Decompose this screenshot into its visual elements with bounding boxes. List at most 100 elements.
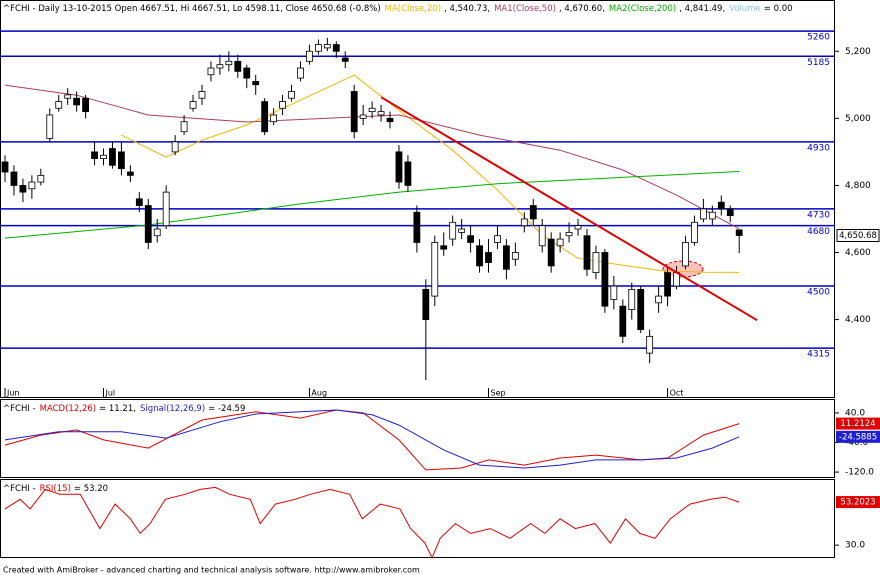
candle-body	[135, 198, 143, 206]
panel-title: ^FCHI - Daily 13-10-2015 Open 4667.51, H…	[3, 4, 793, 14]
candle-body	[100, 154, 107, 159]
legend-name: RSI(15)	[40, 484, 71, 494]
candle-body	[413, 211, 421, 243]
legend-name: MA(Close,20)	[385, 4, 441, 14]
candle-body	[10, 171, 18, 186]
candle-body	[520, 218, 528, 227]
candle-body	[699, 208, 707, 220]
candle-body	[207, 67, 215, 76]
level-label: 4500	[807, 288, 830, 298]
candle-body	[306, 50, 313, 62]
level-label: 5185	[807, 58, 830, 68]
legend-value: = 0.00	[764, 4, 793, 14]
candle-body	[708, 211, 716, 220]
candle-body	[225, 60, 233, 66]
legend-value: , 4,841.49,	[679, 4, 725, 14]
candle-body	[288, 91, 295, 99]
candle-body	[314, 44, 322, 52]
series-line	[121, 74, 740, 273]
candle-body	[82, 97, 89, 113]
candle-body	[592, 252, 600, 274]
y-tick-label: 4,800	[845, 181, 871, 191]
candle-body	[323, 44, 331, 49]
candle-body	[637, 288, 645, 331]
candle-body	[368, 107, 376, 113]
candle-body	[395, 151, 403, 183]
candle-body	[350, 91, 358, 133]
candle-body	[46, 114, 54, 139]
candle-body	[467, 235, 474, 243]
candle-body	[162, 191, 170, 227]
value-badge-label: 53.2023	[840, 498, 875, 508]
legend-name: Volume	[729, 4, 761, 14]
legend-value: , 4,540.73,	[444, 4, 490, 14]
candle-body	[243, 67, 251, 79]
candle-body	[198, 91, 206, 99]
legend-name: MACD(12,26)	[40, 404, 96, 414]
legend-name: Signal(12,26,9)	[140, 404, 205, 414]
title-text: ^FCHI -	[3, 484, 36, 494]
candle-body	[404, 161, 412, 186]
candle-body	[529, 205, 537, 220]
y-tick-label: 30.0	[845, 541, 865, 551]
candle-body	[503, 245, 510, 270]
candle-body	[619, 305, 627, 337]
candle-body	[556, 238, 564, 247]
level-label: 5260	[807, 33, 830, 43]
candle-body	[144, 205, 152, 243]
candle-body	[726, 208, 734, 217]
series-line	[4, 409, 740, 471]
value-badge-label: -24.5885	[839, 432, 877, 442]
trend-line	[380, 96, 758, 322]
candle-body	[109, 148, 116, 166]
candle-body	[64, 94, 72, 99]
candle-body	[422, 288, 430, 320]
panel-title: ^FCHI - MACD(12,26) = 11.21, Signal(12,26,9…	[3, 404, 245, 414]
last-price-box	[836, 228, 880, 242]
level-label: 4680	[807, 227, 830, 237]
candle-body	[476, 245, 483, 267]
y-tick-label: 4,600	[845, 248, 871, 258]
x-tick-label: Oct	[670, 389, 684, 398]
x-tick-label: Jul	[105, 389, 116, 398]
candle-body	[440, 245, 448, 250]
y-tick-label: 5,200	[845, 47, 871, 57]
series-line	[4, 409, 740, 469]
candle-body	[252, 81, 260, 86]
level-label: 4930	[807, 143, 830, 153]
candle-body	[601, 252, 609, 307]
candle-body	[91, 151, 98, 159]
candle-body	[691, 221, 698, 243]
legend-name: MA2(Close,200)	[609, 4, 676, 14]
candle-body	[485, 252, 492, 263]
value-badge	[836, 417, 880, 430]
y-tick-label: 40.0	[845, 408, 865, 418]
candle-body	[511, 252, 519, 260]
value-badge	[836, 430, 880, 443]
candle-body	[717, 201, 725, 210]
candle-body	[574, 225, 582, 230]
candle-body	[341, 57, 349, 62]
y-tick-label: -120.0	[845, 468, 874, 478]
candle-body	[682, 242, 689, 267]
footer: Created with AmiBroker - advanced charti…	[3, 566, 420, 575]
candle-body	[431, 242, 439, 297]
legend-value: = 11.21,	[99, 404, 136, 414]
candle-body	[332, 44, 340, 52]
candle-body	[1, 161, 9, 173]
value-badge-label: 11.2124	[840, 419, 875, 429]
x-tick-label: Aug	[311, 389, 327, 398]
candle-body	[494, 235, 501, 243]
series-line	[4, 486, 740, 560]
value-badge	[836, 496, 880, 509]
y-tick-label: 4,400	[845, 315, 871, 325]
candle-body	[565, 231, 573, 237]
series-line	[4, 84, 740, 230]
candle-body	[538, 225, 546, 247]
title-text: ^FCHI - Daily 13-10-2015 Open 4667.51, H…	[3, 4, 381, 14]
candle-body	[19, 185, 27, 193]
candle-body	[377, 111, 385, 116]
x-tick-label: Jun	[6, 389, 20, 398]
candle-body	[297, 67, 304, 79]
